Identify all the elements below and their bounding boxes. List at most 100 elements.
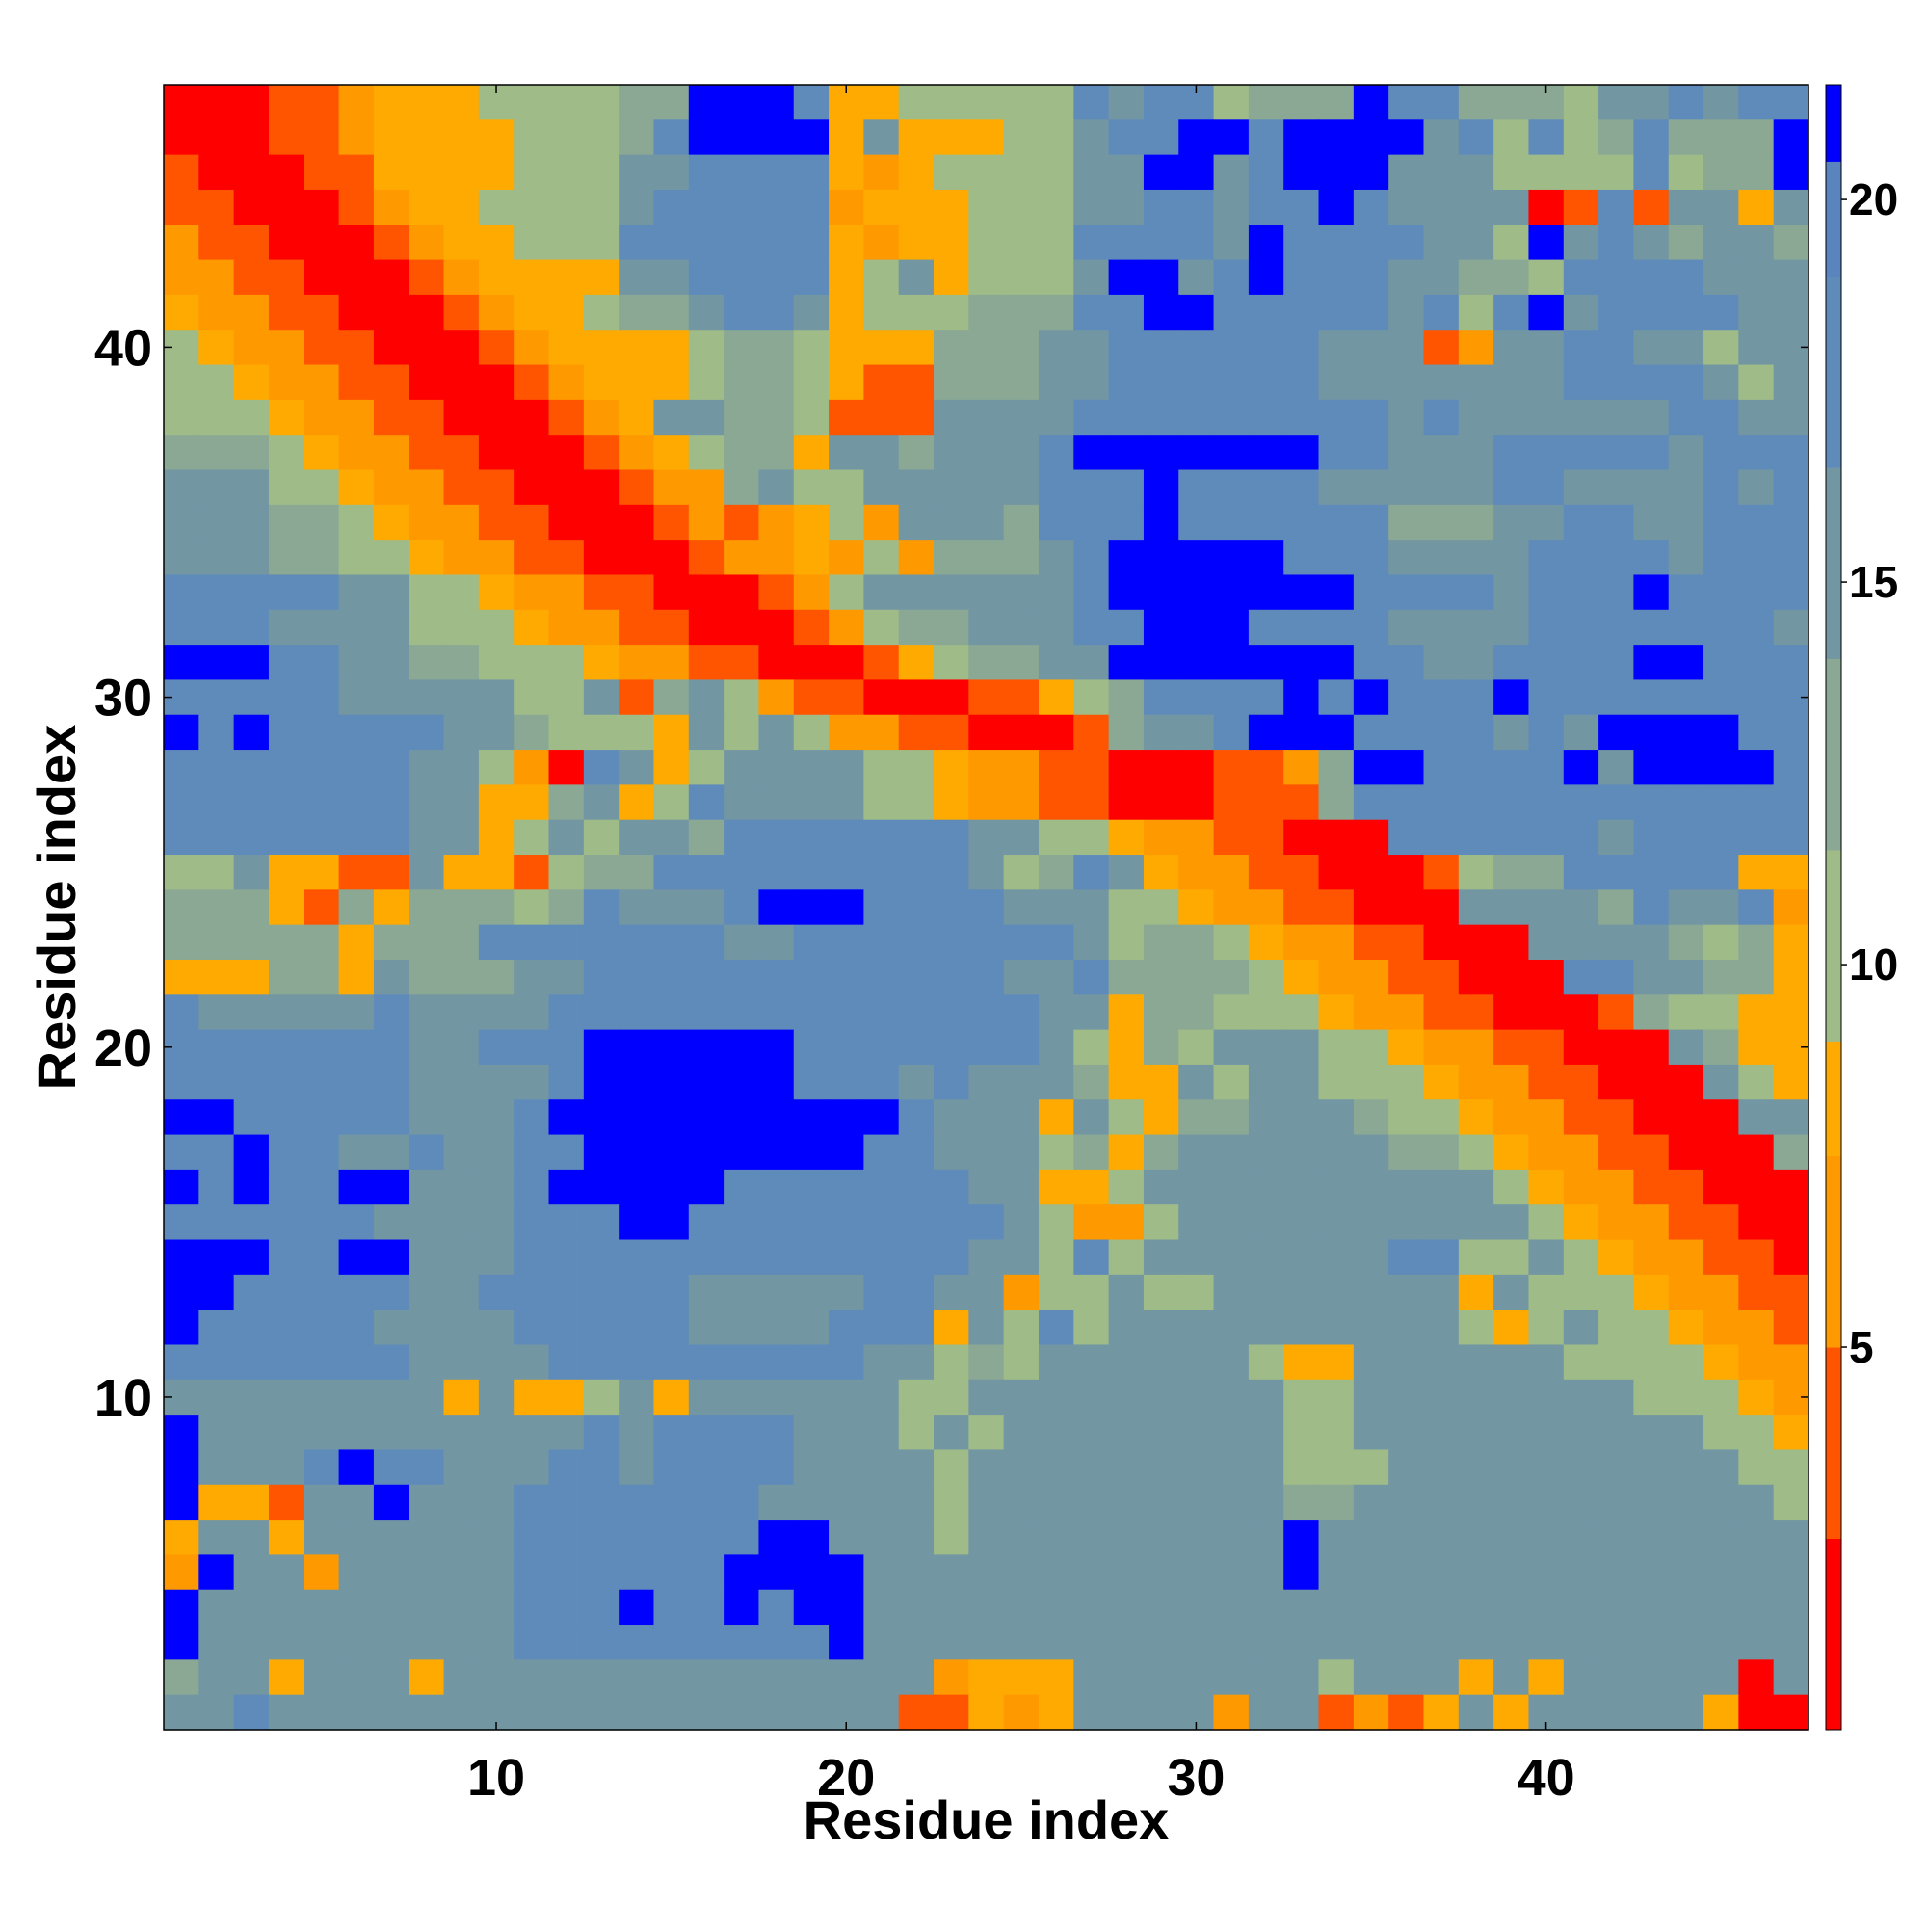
heatmap-cell xyxy=(304,959,340,995)
heatmap-cell xyxy=(233,435,270,471)
heatmap-cell xyxy=(1388,189,1425,225)
heatmap-cell xyxy=(1248,1379,1284,1416)
heatmap-cell xyxy=(478,399,515,436)
heatmap-cell xyxy=(1248,1134,1284,1171)
heatmap-cell xyxy=(1248,994,1284,1031)
heatmap-cell xyxy=(1283,1169,1320,1205)
heatmap-cell xyxy=(583,1520,620,1556)
heatmap-cell xyxy=(233,750,270,785)
heatmap-cell xyxy=(863,959,900,995)
heatmap-cell xyxy=(829,1099,864,1136)
heatmap-cell xyxy=(1248,1484,1284,1521)
heatmap-cell xyxy=(1073,679,1110,716)
heatmap-cell xyxy=(688,119,725,156)
heatmap-cell xyxy=(1668,1344,1704,1381)
heatmap-cell xyxy=(1213,225,1250,261)
heatmap-cell xyxy=(1563,399,1599,436)
heatmap-cell xyxy=(688,1659,725,1696)
heatmap-cell xyxy=(338,609,375,646)
heatmap-cell xyxy=(338,750,375,785)
heatmap-cell xyxy=(583,1379,620,1416)
heatmap-cell xyxy=(338,1169,375,1205)
heatmap-cell xyxy=(653,679,690,716)
heatmap-cell xyxy=(548,1379,585,1416)
heatmap-cell xyxy=(1598,750,1635,785)
heatmap-cell xyxy=(1388,1274,1425,1310)
heatmap-cell xyxy=(338,1379,375,1416)
heatmap-cell xyxy=(1353,225,1389,261)
heatmap-cell xyxy=(548,259,585,296)
heatmap-cell xyxy=(1563,1379,1599,1416)
heatmap-cell xyxy=(934,1274,969,1310)
heatmap-cell xyxy=(373,85,409,120)
heatmap-cell xyxy=(1073,855,1110,890)
heatmap-cell xyxy=(373,1415,409,1451)
heatmap-cell xyxy=(1773,1520,1809,1556)
heatmap-cell xyxy=(1108,784,1145,821)
heatmap-cell xyxy=(1248,1415,1284,1451)
heatmap-cell xyxy=(1388,784,1425,821)
heatmap-cell xyxy=(583,819,620,856)
heatmap-cell xyxy=(1668,1064,1704,1100)
heatmap-cell xyxy=(1668,1134,1704,1171)
heatmap-cell xyxy=(934,1310,969,1346)
heatmap-cell xyxy=(338,1449,375,1486)
heatmap-cell xyxy=(1563,855,1599,890)
heatmap-cell xyxy=(304,504,340,541)
heatmap-cell xyxy=(1213,994,1250,1031)
heatmap-cell xyxy=(514,119,550,156)
heatmap-cell xyxy=(1143,609,1179,646)
heatmap-cell xyxy=(338,574,375,611)
heatmap-cell xyxy=(1178,1379,1215,1416)
heatmap-cell xyxy=(1668,1554,1704,1591)
heatmap-cell xyxy=(1248,889,1284,926)
heatmap-cell xyxy=(1038,504,1074,541)
heatmap-cell xyxy=(1003,1589,1040,1626)
heatmap-cell xyxy=(443,504,480,541)
heatmap-cell xyxy=(619,645,655,681)
heatmap-cell xyxy=(829,119,864,156)
heatmap-cell xyxy=(863,399,900,436)
heatmap-cell xyxy=(1563,85,1599,120)
heatmap-cell xyxy=(1248,225,1284,261)
heatmap-cell xyxy=(1003,225,1040,261)
heatmap-cell xyxy=(619,1694,655,1731)
heatmap-cell xyxy=(1668,364,1704,401)
heatmap-cell xyxy=(1633,435,1670,471)
heatmap-cell xyxy=(1423,1694,1460,1731)
heatmap-cell xyxy=(198,469,235,506)
heatmap-cell xyxy=(268,435,304,471)
heatmap-cell xyxy=(583,294,620,331)
heatmap-cell xyxy=(968,924,1005,961)
heatmap-cell xyxy=(898,889,935,926)
heatmap-cell xyxy=(1143,645,1179,681)
heatmap-cell xyxy=(1143,1554,1179,1591)
heatmap-cell xyxy=(863,819,900,856)
heatmap-cell xyxy=(1458,1484,1494,1521)
heatmap-cell xyxy=(1073,609,1110,646)
heatmap-cell xyxy=(1773,154,1809,191)
heatmap-cell xyxy=(443,1204,480,1241)
heatmap-cell xyxy=(688,750,725,785)
heatmap-cell xyxy=(1388,259,1425,296)
heatmap-cell xyxy=(1353,154,1389,191)
heatmap-cell xyxy=(1423,645,1460,681)
heatmap-cell xyxy=(409,1554,445,1591)
heatmap-cell xyxy=(724,1589,760,1626)
heatmap-cell xyxy=(829,784,864,821)
heatmap-cell xyxy=(793,469,830,506)
heatmap-cell xyxy=(1178,294,1215,331)
heatmap-cell xyxy=(1493,364,1530,401)
heatmap-cell xyxy=(724,1310,760,1346)
heatmap-cell xyxy=(968,1204,1005,1241)
heatmap-cell xyxy=(793,889,830,926)
heatmap-cell xyxy=(548,855,585,890)
colorbar-segment xyxy=(1826,276,1841,468)
heatmap-cell xyxy=(1668,85,1704,120)
heatmap-cell xyxy=(1388,119,1425,156)
heatmap-cell xyxy=(1213,85,1250,120)
heatmap-cell xyxy=(688,1029,725,1066)
heatmap-cell xyxy=(1283,189,1320,225)
heatmap-cell xyxy=(1738,609,1775,646)
heatmap-cell xyxy=(338,435,375,471)
